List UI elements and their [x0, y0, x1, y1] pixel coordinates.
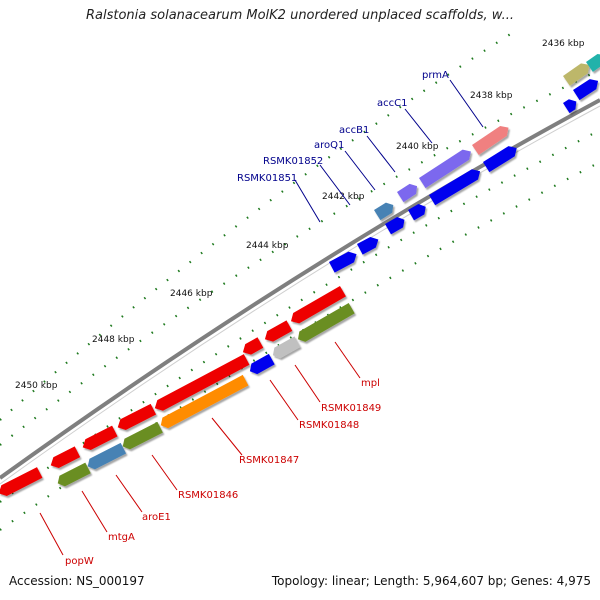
gene-label-mpl[interactable]: mpl: [361, 378, 380, 389]
forward-gene-labels: prmA accC1 accB1 aroQ1 RSMK01852 RSMK018…: [237, 70, 449, 184]
gene-popw[interactable]: [55, 462, 91, 489]
gene-label-rsmk01849[interactable]: RSMK01849: [321, 403, 381, 414]
gene-label-rsmk01851[interactable]: RSMK01851: [237, 173, 297, 184]
scale-label: 2440 kbp: [396, 142, 439, 152]
gene-segment-olive[interactable]: [563, 60, 593, 86]
gene-label-rsmk01846[interactable]: RSMK01846: [178, 490, 238, 501]
reverse-strand-cds: [0, 286, 346, 499]
gene-rsmk01846[interactable]: [158, 374, 249, 431]
gene-label-rsmk01852[interactable]: RSMK01852: [263, 156, 323, 167]
scale-label: 2442 kbp: [322, 192, 365, 202]
gene-rsmk01849[interactable]: [270, 336, 301, 360]
outer-tick-ring-1: [0, 69, 600, 446]
gene-label-rsmk01848[interactable]: RSMK01848: [299, 420, 359, 431]
cds-reverse[interactable]: [240, 337, 264, 357]
gene-label-aroe1[interactable]: aroE1: [142, 512, 171, 523]
map-title: Ralstonia solanacearum MolK2 unordered u…: [85, 8, 514, 23]
cds-reverse[interactable]: [288, 286, 346, 326]
gene-accb1[interactable]: [397, 181, 420, 203]
cds-forward[interactable]: [429, 166, 483, 206]
gene-mtga[interactable]: [85, 442, 127, 472]
gene-aroq1[interactable]: [374, 200, 396, 221]
cds-forward[interactable]: [483, 143, 520, 173]
cds-forward[interactable]: [573, 76, 600, 101]
gene-label-rsmk01847[interactable]: RSMK01847: [239, 455, 299, 466]
accession-text: Accession: NS_000197: [9, 574, 145, 588]
scale-labels: 2436 kbp 2438 kbp 2440 kbp 2442 kbp 2444…: [15, 39, 585, 391]
cds-reverse[interactable]: [152, 354, 250, 413]
scale-label: 2436 kbp: [542, 39, 585, 49]
inner-tick-ring-1: [0, 129, 600, 503]
cds-reverse[interactable]: [262, 320, 293, 344]
scale-label: 2446 kbp: [170, 289, 213, 299]
cds-reverse[interactable]: [48, 446, 81, 470]
scale-label: 2438 kbp: [470, 91, 513, 101]
reverse-strand-genes: [55, 303, 355, 489]
gene-segment-cyan[interactable]: [586, 51, 600, 72]
scale-label: 2444 kbp: [246, 241, 289, 251]
reverse-callout-lines: [39, 341, 361, 556]
inner-tick-ring-2: [0, 161, 600, 531]
forward-strand-cds: [329, 76, 600, 273]
gene-aroe1[interactable]: [120, 421, 163, 452]
gene-label-mtga[interactable]: mtgA: [108, 532, 135, 543]
cds-forward[interactable]: [563, 96, 580, 114]
gene-label-accc1[interactable]: accC1: [377, 98, 407, 109]
gene-label-aroq1[interactable]: aroQ1: [314, 140, 344, 151]
gene-rsmk01848[interactable]: [247, 353, 275, 377]
cds-reverse[interactable]: [80, 425, 118, 453]
cds-reverse[interactable]: [115, 403, 157, 433]
cds-forward[interactable]: [408, 202, 429, 221]
forward-strand-genes: [374, 51, 600, 221]
cds-forward[interactable]: [385, 215, 407, 235]
topology-summary: Topology: linear; Length: 5,964,607 bp; …: [271, 574, 591, 588]
backbone-ring: [0, 98, 600, 480]
gene-mpl[interactable]: [295, 303, 355, 344]
cds-reverse[interactable]: [0, 467, 43, 499]
forward-callout-lines: [294, 79, 484, 223]
gene-label-accb1[interactable]: accB1: [339, 125, 369, 136]
cds-forward[interactable]: [329, 249, 359, 273]
gene-prma[interactable]: [472, 123, 512, 155]
gene-label-prma[interactable]: prmA: [422, 70, 449, 81]
gene-accc1[interactable]: [419, 146, 474, 189]
gene-label-popw[interactable]: popW: [65, 556, 94, 567]
scale-label: 2450 kbp: [15, 381, 58, 391]
reverse-gene-labels: mpl RSMK01849 RSMK01848 RSMK01847 RSMK01…: [65, 378, 381, 567]
scale-label: 2448 kbp: [92, 335, 135, 345]
cds-forward[interactable]: [357, 234, 381, 255]
